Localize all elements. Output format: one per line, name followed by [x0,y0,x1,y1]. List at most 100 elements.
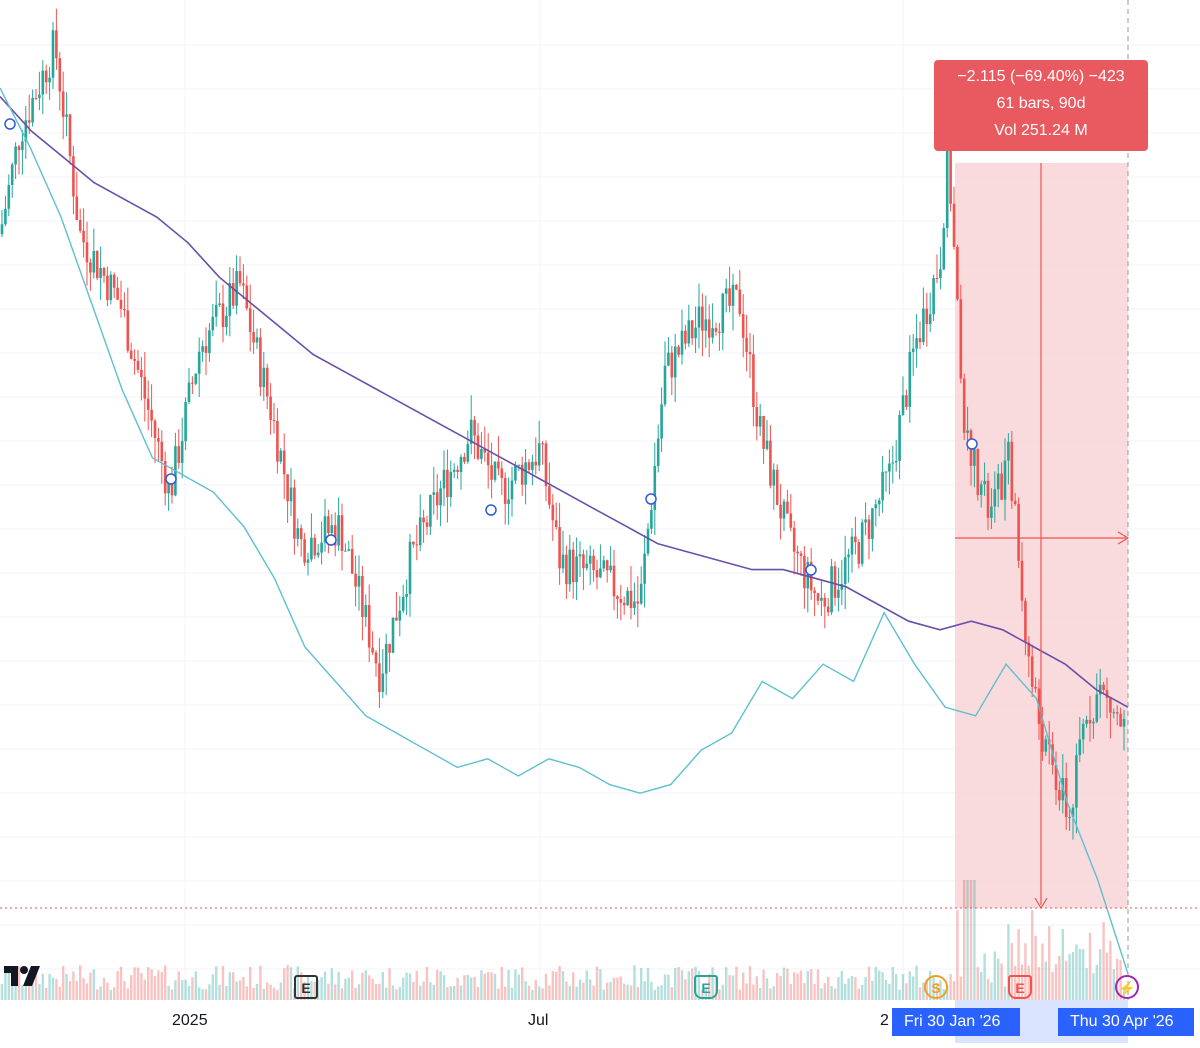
volume-bar [102,977,106,1000]
volume-bar [657,986,660,1000]
candle-body [656,438,660,466]
volume-bar [895,974,898,1000]
volume-bar [861,984,864,1000]
volume-bar [976,967,979,1000]
volume-bar [782,967,786,1000]
candle-body [378,663,381,692]
volume-bar [436,969,439,1000]
candle-body [412,541,415,545]
volume-bar [1092,973,1095,1000]
candle-body [731,284,735,306]
candle-body [1054,764,1058,791]
volume-bar [956,909,959,1000]
candle-body [755,407,759,427]
candle-body [0,224,4,235]
volume-bar [361,972,364,1000]
candle-body [262,367,266,387]
volume-bar [140,973,143,1000]
volume-bar [517,974,520,1000]
volume-bar [776,973,779,1000]
volume-bar [504,986,507,1000]
candle-body [843,557,847,585]
volume-bar [534,979,537,1000]
candle-body [687,320,691,344]
volume-bar [191,977,194,1000]
volume-bar [204,989,208,1000]
candle-body [340,515,344,551]
split-letter: S [931,980,941,996]
tradingview-logo-icon[interactable] [4,962,46,986]
measure-change: −2.115 (−69.40%) −423 [957,68,1125,85]
volume-bar [1061,928,1064,1000]
candle-body [956,246,959,300]
volume-bar [544,973,548,1000]
indicator-dot [325,534,337,546]
volume-bar [701,989,704,1000]
candle-body [337,515,340,546]
volume-bar [820,988,823,1000]
candle-body [184,401,187,442]
candle-body [986,480,990,518]
candle-body [769,440,772,486]
volume-bar [796,973,799,1000]
candle-body [1058,790,1061,801]
candle-body [272,420,276,422]
lightning-marker-icon[interactable]: ⚡ [1115,975,1139,999]
volume-bar [167,985,170,1000]
candle-body [772,469,776,486]
volume-bar [320,977,323,1000]
candle-body [150,409,153,421]
volume-bar [752,984,755,1000]
volume-bar [966,880,969,1000]
earnings-marker-2[interactable]: E [694,975,718,999]
volume-bar [833,988,837,1000]
volume-bar [878,970,881,1000]
volume-bar [143,979,146,1000]
candle-body [911,348,915,352]
candle-body [847,554,850,558]
volume-bar [1014,966,1017,1000]
volume-bar [303,981,306,1000]
candle-body [762,415,765,449]
volume-bar [643,981,646,1000]
volume-bar [466,974,469,1000]
candle-body [877,500,881,505]
volume-bar [453,985,456,1000]
candle-body [282,450,286,475]
volume-bar [109,989,112,1000]
volume-bar [1034,935,1037,1000]
volume-bar [837,977,840,1000]
candle-body [741,313,745,338]
volume-bar [245,986,248,1000]
candle-body [456,469,459,472]
candle-body [425,522,429,527]
candle-body [27,120,31,123]
moving-averages [0,87,1129,975]
candle-body [65,114,68,117]
candle-body [102,268,106,276]
x-axis-label-2025: 2025 [172,1012,208,1029]
volume-bar [708,974,711,1000]
candle-body [316,552,320,556]
split-marker[interactable]: S [924,975,948,999]
volume-bar [123,981,126,1000]
volume-bar [136,967,140,1000]
volume-bar [334,984,337,1000]
volume-bar [840,970,843,1000]
earnings-marker-1[interactable]: E [294,975,318,999]
candle-body [116,287,119,300]
volume-bar [514,969,517,1000]
candle-body [129,350,133,359]
earnings-marker-3[interactable]: E [1008,975,1032,999]
candle-body [408,541,412,594]
candle-body [1013,500,1017,505]
candle-body [524,462,527,485]
volume-bar [847,978,850,1000]
volume-bar [653,989,656,1000]
candle-body [939,269,942,279]
volume-bar [969,880,973,1000]
volume-bar [1020,964,1024,1000]
candle-body [925,308,929,325]
